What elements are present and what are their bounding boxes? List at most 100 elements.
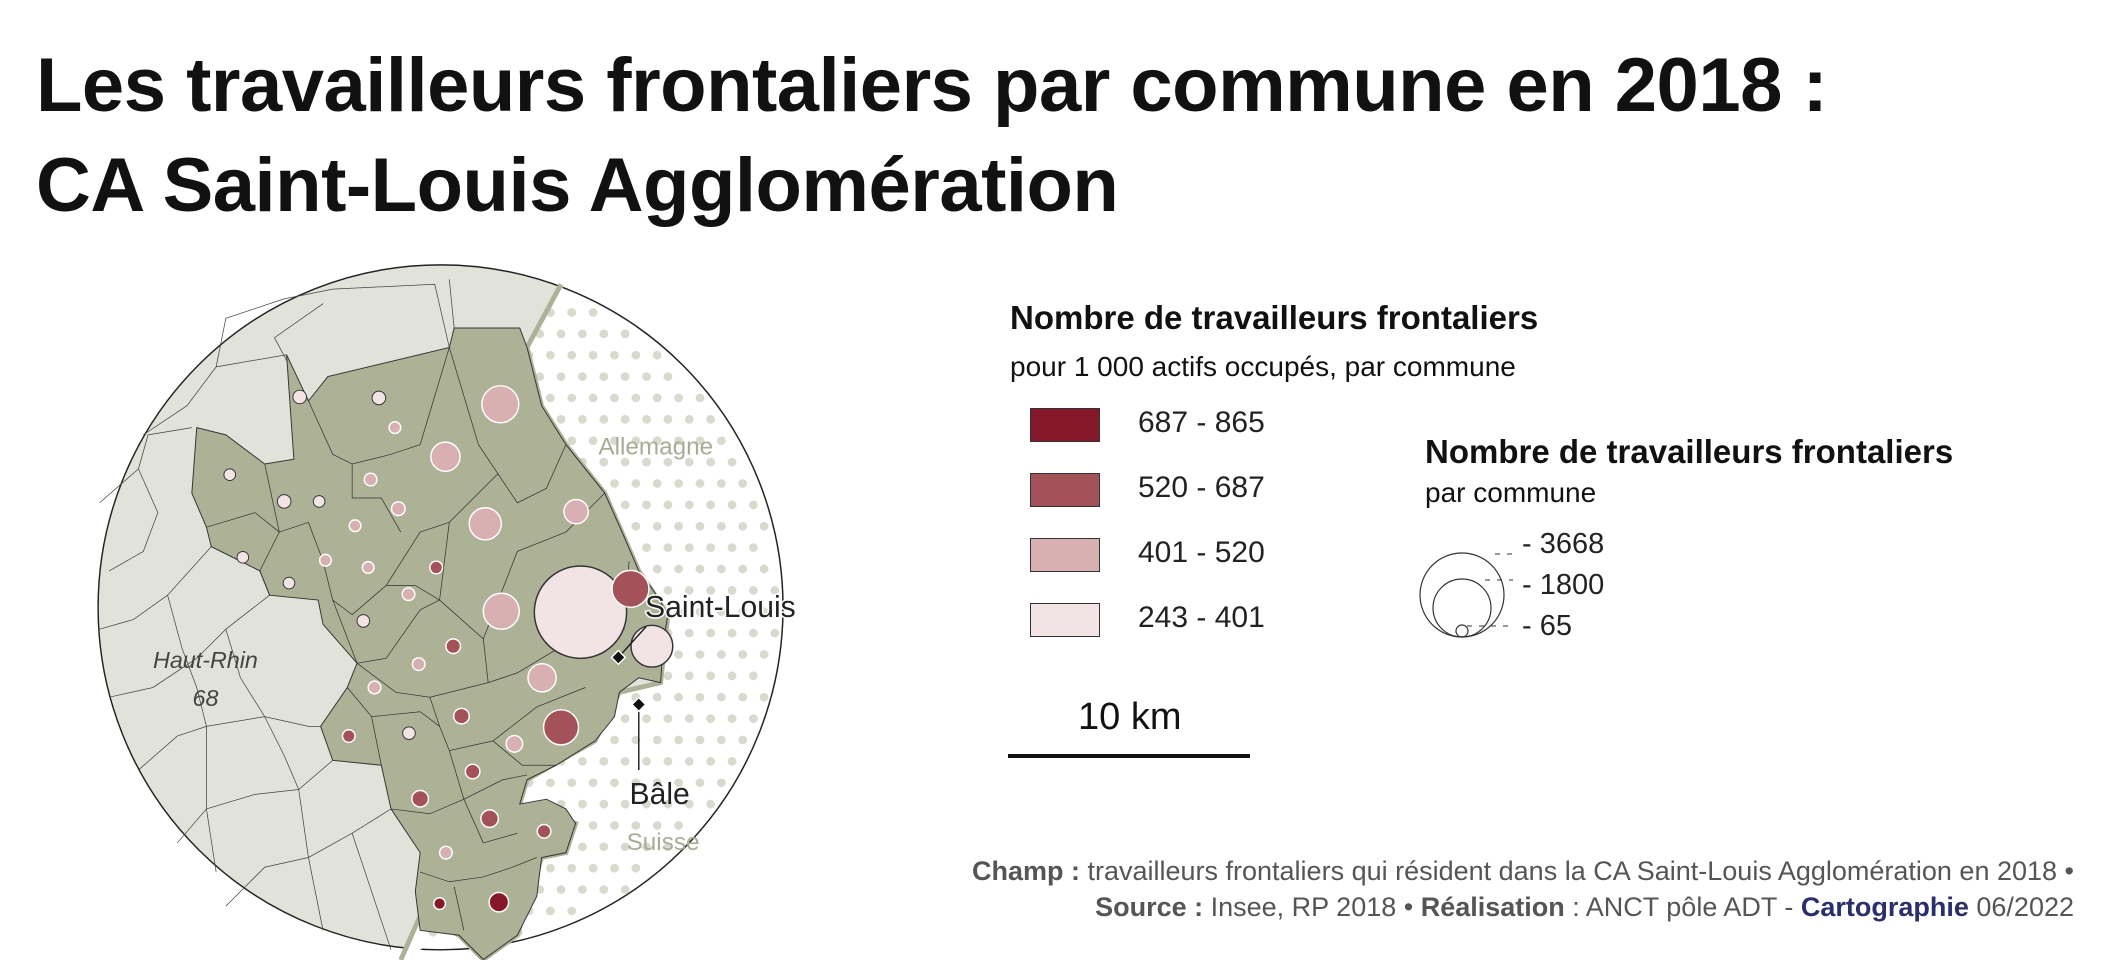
commune-bubble xyxy=(505,734,524,753)
ca-commune-boundaries xyxy=(206,347,630,931)
foreign-dot xyxy=(588,863,598,873)
foreign-dot xyxy=(599,799,609,809)
foreign-dot xyxy=(610,863,619,873)
foreign-dot xyxy=(663,714,673,723)
foreign-dot xyxy=(599,329,609,339)
foreign-dot xyxy=(631,778,641,788)
commune-bubble xyxy=(482,592,520,630)
foreign-dot xyxy=(706,756,716,766)
foreign-dot xyxy=(545,350,555,360)
foreign-dot xyxy=(620,329,630,339)
commune-bubble xyxy=(390,501,406,517)
foreign-dot xyxy=(738,479,748,488)
commune-bubble xyxy=(527,662,557,693)
foreign-dot xyxy=(695,607,705,617)
foreign-dot xyxy=(631,863,641,873)
foreign-territory-dots xyxy=(400,284,783,960)
foreign-dot xyxy=(663,414,673,424)
foreign-dot xyxy=(738,692,748,702)
commune-bubble xyxy=(438,845,453,860)
foreign-dot xyxy=(684,457,694,467)
legend-swatch-class-2 xyxy=(1030,473,1100,507)
foreign-dot xyxy=(567,906,577,916)
foreign-dot xyxy=(738,735,748,745)
foreign-dot xyxy=(716,436,726,446)
footer-source: Source : Insee, RP 2018 • Réalisation : … xyxy=(1095,891,2074,923)
foreign-dot xyxy=(556,329,566,339)
foreign-dot xyxy=(620,885,630,894)
foreign-dot xyxy=(652,564,662,574)
foreign-dot xyxy=(599,372,609,381)
foreign-dot xyxy=(599,414,609,424)
commune-bubble xyxy=(536,823,552,839)
foreign-dot xyxy=(706,799,716,809)
commune-bubble xyxy=(401,587,416,602)
foreign-dot xyxy=(684,799,694,809)
foreign-dot xyxy=(706,628,716,638)
foreign-dot xyxy=(695,521,705,531)
commune-bubble xyxy=(348,519,362,533)
foreign-dot xyxy=(674,692,683,702)
foreign-dot xyxy=(727,756,737,766)
foreign-dot xyxy=(642,500,651,510)
commune-bubble xyxy=(402,726,416,740)
foreign-dot xyxy=(610,778,619,788)
commune-bubble xyxy=(542,709,580,746)
label-switzerland: Suisse xyxy=(627,829,700,856)
foreign-dot xyxy=(631,821,641,830)
commune-bubble xyxy=(411,789,430,808)
label-basel: Bâle xyxy=(630,778,690,811)
foreign-dot xyxy=(535,372,545,381)
commune-bubble xyxy=(533,565,628,660)
foreign-dot xyxy=(674,821,683,830)
foreign-dot xyxy=(620,756,630,766)
commune-bubble xyxy=(282,576,296,590)
foreign-dot xyxy=(706,500,716,510)
foreign-dot xyxy=(588,778,598,788)
foreign-dot xyxy=(738,607,748,617)
foreign-dot xyxy=(749,500,758,510)
commune-bubble xyxy=(341,729,356,744)
foreign-dot xyxy=(759,521,769,531)
foreign-dot xyxy=(716,735,726,745)
commune-bubble xyxy=(236,550,250,564)
foreign-dot xyxy=(759,650,769,659)
foreign-dot xyxy=(620,842,630,852)
foreign-dot xyxy=(695,778,705,788)
foreign-dot xyxy=(674,436,683,446)
foreign-dot xyxy=(759,692,769,702)
foreign-dot xyxy=(567,350,577,360)
foreign-dot xyxy=(716,521,726,531)
foreign-dot xyxy=(674,564,683,574)
foreign-dot xyxy=(556,885,566,894)
foreign-dot xyxy=(567,436,577,446)
commune-bubble xyxy=(445,638,462,655)
foreign-dot xyxy=(652,521,662,531)
commune-bubble xyxy=(433,897,447,911)
foreign-dot xyxy=(652,479,662,488)
commune-bubble xyxy=(312,495,326,508)
foreign-dot xyxy=(663,585,673,595)
foreign-dot xyxy=(642,799,651,809)
map: Allemagne Suisse Saint-Louis Bâle Haut-R… xyxy=(97,264,797,960)
commune-bubble xyxy=(356,614,371,628)
foreign-dot xyxy=(684,543,694,552)
foreign-dot xyxy=(663,842,673,852)
commune-bubble xyxy=(363,472,378,487)
foreign-dot xyxy=(706,714,716,723)
commune-bubble xyxy=(488,891,510,913)
commune-bubble xyxy=(481,385,520,424)
foreign-dot xyxy=(567,308,577,317)
foreign-dot xyxy=(706,543,716,552)
commune-bubble xyxy=(480,809,500,829)
foreign-dot xyxy=(642,714,651,723)
foreign-dot xyxy=(620,500,630,510)
foreign-dot xyxy=(674,778,683,788)
foreign-dot xyxy=(674,607,683,617)
commune-bubble xyxy=(468,507,503,541)
foreign-dot xyxy=(695,393,705,403)
legend-label-class-3: 401 - 520 xyxy=(1138,536,1265,569)
foreign-dot xyxy=(642,756,651,766)
foreign-dot xyxy=(695,650,705,659)
commune-bubble xyxy=(452,707,470,725)
